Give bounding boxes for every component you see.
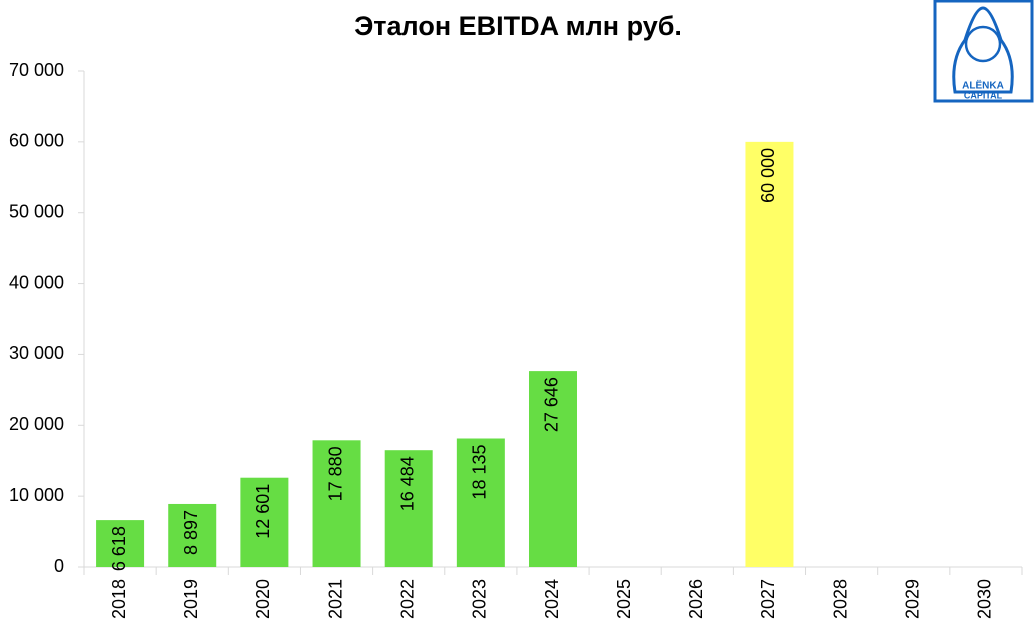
bar <box>456 438 505 567</box>
x-tick-label: 2028 <box>830 579 850 619</box>
x-tick-label: 2029 <box>903 579 923 619</box>
bar <box>384 450 433 567</box>
x-tick-label: 2026 <box>686 579 706 619</box>
data-label: 27 646 <box>542 377 562 432</box>
data-label: 60 000 <box>758 148 778 203</box>
data-label: 16 484 <box>397 456 417 511</box>
x-tick-label: 2024 <box>542 579 562 619</box>
logo: ALËNKA CAPITAL <box>933 0 1034 103</box>
x-tick-label: 2021 <box>325 579 345 619</box>
chart-title: Эталон EBITDA млн руб. <box>354 11 682 41</box>
data-label: 8 897 <box>181 510 201 555</box>
y-tick-label: 10 000 <box>9 485 64 505</box>
x-tick-label: 2023 <box>470 579 490 619</box>
x-tick-label: 2019 <box>181 579 201 619</box>
x-tick-label: 2022 <box>397 579 417 619</box>
y-tick-label: 0 <box>54 556 64 576</box>
logo-face <box>964 25 1002 63</box>
data-label: 17 880 <box>325 446 345 501</box>
y-tick-label: 70 000 <box>9 60 64 80</box>
bar <box>312 440 361 567</box>
data-label: 6 618 <box>109 526 129 571</box>
x-tick-label: 2027 <box>758 579 778 619</box>
logo-frame <box>933 0 1034 103</box>
bar <box>96 520 145 567</box>
logo-doll <box>952 6 1014 94</box>
bar <box>745 141 794 567</box>
logo-text: CAPITAL <box>964 90 1003 100</box>
x-tick-label: 2018 <box>109 579 129 619</box>
y-tick-label: 30 000 <box>9 343 64 363</box>
data-label: 18 135 <box>470 445 490 500</box>
y-tick-label: 60 000 <box>9 131 64 151</box>
data-label: 12 601 <box>253 484 273 539</box>
bar <box>168 503 217 567</box>
bar <box>529 371 577 567</box>
x-tick-label: 2020 <box>253 579 273 619</box>
bar <box>240 477 289 567</box>
y-tick-label: 50 000 <box>9 201 64 221</box>
y-tick-label: 20 000 <box>9 414 64 434</box>
logo-text: ALËNKA <box>962 79 1004 92</box>
x-tick-label: 2025 <box>614 579 634 619</box>
x-tick-label: 2030 <box>975 579 995 619</box>
y-tick-label: 40 000 <box>9 272 64 292</box>
